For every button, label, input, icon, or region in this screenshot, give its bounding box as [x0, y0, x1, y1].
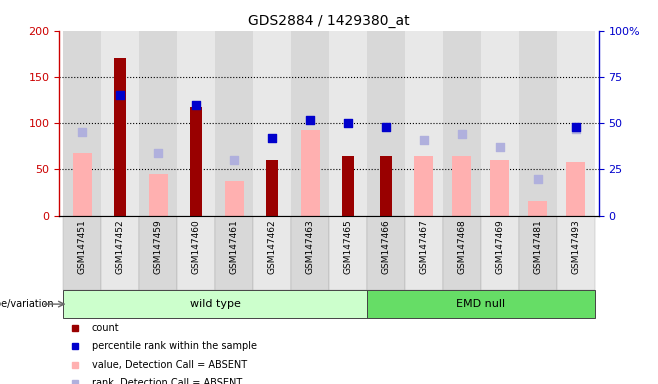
Point: [153, 150, 163, 156]
FancyBboxPatch shape: [557, 216, 595, 290]
Bar: [490, 160, 509, 216]
FancyBboxPatch shape: [405, 216, 443, 290]
Text: GSM147481: GSM147481: [534, 219, 542, 274]
Bar: [528, 201, 547, 216]
Bar: [380, 156, 392, 216]
FancyBboxPatch shape: [253, 31, 291, 216]
Bar: [301, 130, 320, 216]
Point: [418, 137, 429, 143]
Point: [343, 120, 353, 126]
FancyBboxPatch shape: [177, 31, 215, 216]
FancyBboxPatch shape: [519, 31, 557, 216]
FancyBboxPatch shape: [291, 31, 329, 216]
Point: [381, 124, 392, 130]
FancyBboxPatch shape: [481, 216, 519, 290]
Text: GSM147465: GSM147465: [343, 219, 353, 274]
FancyBboxPatch shape: [329, 216, 367, 290]
Text: GSM147463: GSM147463: [305, 219, 315, 274]
FancyBboxPatch shape: [63, 216, 101, 290]
Bar: [114, 58, 126, 216]
FancyBboxPatch shape: [253, 216, 291, 290]
FancyBboxPatch shape: [291, 216, 329, 290]
Text: count: count: [91, 323, 119, 333]
FancyBboxPatch shape: [443, 216, 481, 290]
Point: [229, 157, 240, 163]
Point: [114, 93, 125, 99]
Text: GSM147469: GSM147469: [495, 219, 505, 274]
FancyBboxPatch shape: [101, 31, 139, 216]
FancyBboxPatch shape: [367, 290, 595, 318]
Point: [533, 175, 544, 182]
FancyBboxPatch shape: [63, 31, 101, 216]
Bar: [72, 153, 91, 216]
Point: [191, 102, 201, 108]
Point: [570, 124, 581, 130]
Text: value, Detection Call = ABSENT: value, Detection Call = ABSENT: [91, 360, 247, 370]
FancyBboxPatch shape: [481, 31, 519, 216]
FancyBboxPatch shape: [557, 31, 595, 216]
Bar: [342, 156, 354, 216]
FancyBboxPatch shape: [443, 31, 481, 216]
Bar: [149, 174, 168, 216]
Text: GSM147461: GSM147461: [230, 219, 238, 274]
Text: EMD null: EMD null: [457, 299, 505, 309]
Point: [495, 144, 505, 151]
Point: [266, 135, 277, 141]
FancyBboxPatch shape: [101, 216, 139, 290]
Text: GSM147466: GSM147466: [382, 219, 390, 274]
Text: GSM147460: GSM147460: [191, 219, 201, 274]
Point: [305, 116, 315, 122]
Text: genotype/variation: genotype/variation: [0, 299, 54, 309]
FancyBboxPatch shape: [405, 31, 443, 216]
Bar: [190, 107, 202, 216]
FancyBboxPatch shape: [63, 290, 367, 318]
Bar: [266, 160, 278, 216]
FancyBboxPatch shape: [519, 216, 557, 290]
Bar: [415, 156, 434, 216]
Text: GSM147459: GSM147459: [153, 219, 163, 274]
Bar: [453, 156, 472, 216]
Text: percentile rank within the sample: percentile rank within the sample: [91, 341, 257, 351]
Text: GSM147493: GSM147493: [572, 219, 580, 274]
FancyBboxPatch shape: [177, 216, 215, 290]
FancyBboxPatch shape: [139, 216, 177, 290]
Point: [457, 131, 467, 137]
Point: [77, 129, 88, 136]
FancyBboxPatch shape: [215, 216, 253, 290]
Text: GSM147452: GSM147452: [116, 219, 124, 274]
Text: GSM147462: GSM147462: [268, 219, 276, 274]
FancyBboxPatch shape: [367, 216, 405, 290]
Bar: [224, 180, 243, 216]
Title: GDS2884 / 1429380_at: GDS2884 / 1429380_at: [248, 14, 410, 28]
FancyBboxPatch shape: [329, 31, 367, 216]
Text: GSM147451: GSM147451: [78, 219, 86, 274]
FancyBboxPatch shape: [139, 31, 177, 216]
Point: [570, 126, 581, 132]
Text: GSM147467: GSM147467: [420, 219, 428, 274]
Text: wild type: wild type: [190, 299, 240, 309]
FancyBboxPatch shape: [367, 31, 405, 216]
Bar: [567, 162, 586, 216]
FancyBboxPatch shape: [215, 31, 253, 216]
Text: rank, Detection Call = ABSENT: rank, Detection Call = ABSENT: [91, 378, 242, 384]
Text: GSM147468: GSM147468: [457, 219, 467, 274]
